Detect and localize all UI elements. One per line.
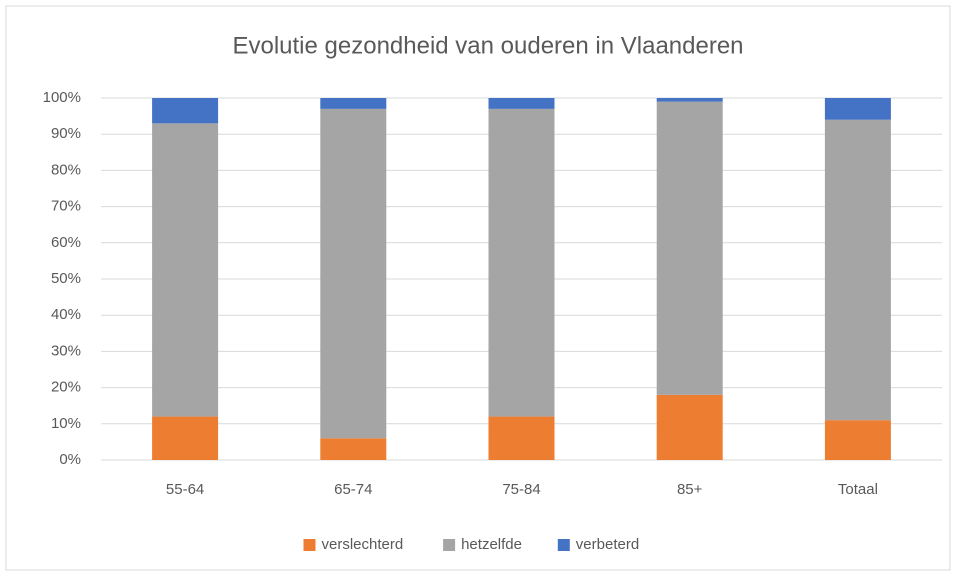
- bar-segment: [320, 98, 387, 109]
- legend-swatch: [557, 539, 570, 551]
- bar-segment: [488, 98, 555, 109]
- y-tick-label: 0%: [59, 451, 81, 468]
- bar-segment: [488, 108, 555, 417]
- y-tick-label: 80%: [51, 161, 81, 178]
- x-tick-label: 55-64: [166, 481, 204, 498]
- x-tick-label: 85+: [677, 481, 703, 498]
- bar-segment: [824, 98, 891, 120]
- legend-swatch: [303, 539, 316, 551]
- y-tick-label: 20%: [51, 379, 81, 396]
- bar-segment: [488, 416, 555, 460]
- chart-frame: [5, 5, 951, 571]
- legend-swatch: [443, 539, 456, 551]
- y-tick-label: 50%: [51, 270, 81, 287]
- bar-segment: [320, 438, 387, 460]
- y-tick-label: 70%: [51, 198, 81, 215]
- bar-segment: [824, 420, 891, 460]
- y-tick-label: 100%: [43, 89, 81, 106]
- legend-label: verbeterd: [576, 536, 639, 553]
- y-tick-label: 40%: [51, 306, 81, 323]
- x-tick-label: Totaal: [838, 481, 878, 498]
- y-tick-label: 30%: [51, 342, 81, 359]
- legend-label: verslechterd: [322, 536, 404, 553]
- y-tick-label: 60%: [51, 234, 81, 251]
- y-tick-label: 90%: [51, 125, 81, 142]
- bar-segment: [152, 123, 219, 417]
- bar-segment: [656, 101, 723, 395]
- x-tick-label: 75-84: [502, 481, 540, 498]
- bar-segment: [152, 416, 219, 460]
- bar-segment: [320, 108, 387, 439]
- chart-title: Evolutie gezondheid van ouderen in Vlaan…: [232, 32, 743, 59]
- bar-segment: [656, 394, 723, 460]
- bar-segment: [152, 98, 219, 124]
- x-tick-label: 65-74: [334, 481, 372, 498]
- legend-label: hetzelfde: [461, 536, 522, 553]
- bar-segment: [656, 98, 723, 102]
- bar-segment: [824, 119, 891, 421]
- y-tick-label: 10%: [51, 415, 81, 432]
